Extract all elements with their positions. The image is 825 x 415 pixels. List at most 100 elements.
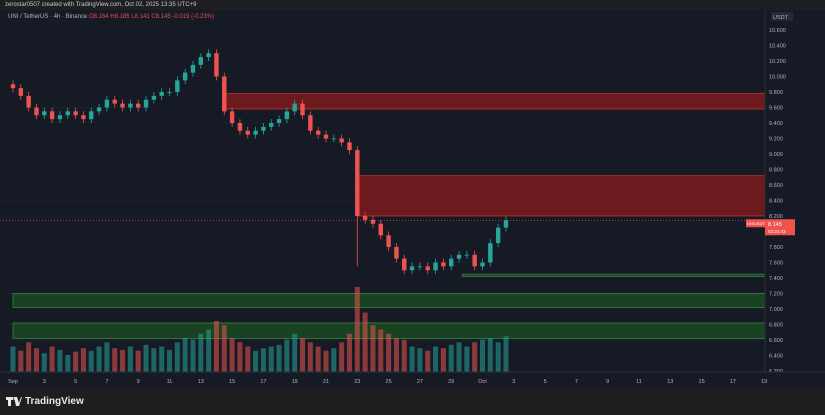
candle-body	[300, 103, 305, 116]
volume-bar	[346, 333, 352, 372]
candle-body	[456, 254, 462, 259]
volume-bar	[300, 338, 306, 372]
price-tick: 9.800	[769, 90, 783, 96]
volume-bar	[104, 342, 110, 372]
volume-bar	[260, 348, 266, 372]
price-tick: 9.400	[769, 121, 783, 127]
volume-bar	[57, 349, 63, 372]
price-axis[interactable]	[765, 10, 825, 388]
volume-bar	[159, 346, 165, 372]
ohlc-low: L8.141	[131, 14, 150, 20]
candle-body	[409, 266, 415, 271]
candle-body	[136, 103, 141, 108]
volume-bar	[425, 350, 431, 372]
time-tick: Oct	[478, 379, 487, 385]
supply-zone	[223, 93, 766, 110]
time-tick: 19	[761, 379, 767, 385]
demand-zone	[461, 273, 766, 277]
price-chart[interactable]: USDT 10.600 10.400 10.200 10.000 9.800 9.600 9.…	[0, 10, 825, 388]
candle-body	[96, 107, 102, 112]
candle-body	[464, 254, 470, 256]
candle-body	[315, 130, 321, 135]
candle-body	[42, 111, 47, 116]
chart-credit: zerostar0507 created with TradingView.co…	[0, 0, 825, 10]
time-tick: 5	[544, 379, 547, 385]
footer	[0, 388, 825, 415]
candle-body	[433, 262, 438, 271]
volume-bar	[456, 342, 462, 372]
volume-bar	[206, 329, 212, 372]
volume-bar	[143, 344, 149, 372]
last-price-value: 8.145	[768, 222, 782, 228]
candle-body	[89, 111, 94, 120]
candle-body	[81, 115, 86, 120]
candle-body	[26, 95, 31, 108]
time-tick: 3	[43, 379, 46, 385]
volume-bar	[401, 339, 407, 372]
volume-bar	[182, 338, 188, 372]
candle-body	[175, 80, 180, 92]
candle-body	[198, 57, 203, 65]
volume-bar	[65, 355, 71, 372]
volume-bar	[26, 342, 32, 372]
candle-body	[331, 138, 337, 140]
price-tick: 8.400	[769, 199, 783, 205]
candle-body	[245, 130, 250, 135]
last-price-badge	[765, 219, 795, 236]
demand-zone	[12, 293, 766, 308]
candle-body	[308, 115, 313, 131]
candle-body	[472, 254, 477, 267]
chart-area[interactable]: USDT 10.600 10.400 10.200 10.000 9.800 9.600 9.…	[0, 10, 825, 388]
candle-body	[284, 111, 290, 120]
candle-body	[190, 64, 196, 73]
price-tick: 10.600	[769, 28, 786, 34]
supply-zone	[356, 175, 766, 217]
price-tick: 9.600	[769, 106, 783, 112]
tradingview-logo[interactable]: TradingView	[6, 396, 84, 407]
time-tick: 7	[575, 379, 578, 385]
time-tick: 9	[137, 379, 140, 385]
candle-body	[253, 130, 258, 135]
candle-body	[237, 123, 243, 131]
price-tick: 7.000	[769, 307, 783, 313]
volume-bar	[80, 348, 86, 372]
volume-bar	[167, 349, 172, 372]
volume-bar	[73, 351, 79, 372]
time-tick: Sep	[8, 379, 18, 385]
volume-bar	[487, 338, 493, 372]
time-tick: 11	[636, 379, 642, 385]
time-axis[interactable]	[0, 372, 825, 388]
volume-bar	[472, 342, 478, 372]
price-tick: 9.000	[769, 152, 783, 158]
candle-body	[128, 103, 133, 108]
candle-body	[370, 219, 376, 224]
volume-bar	[331, 348, 337, 372]
ohlc-close: C8.145	[151, 14, 171, 20]
volume-bar	[190, 339, 196, 372]
volume-bar	[112, 348, 118, 372]
time-tick: 23	[354, 379, 360, 385]
symbol-info: UNI / TetherUS · 4h · Binance	[8, 14, 88, 20]
candle-body	[323, 134, 329, 139]
volume-bar	[268, 346, 274, 372]
price-tick: 8.600	[769, 183, 783, 189]
candle-body	[261, 126, 266, 131]
volume-bar	[362, 312, 368, 372]
candle-body	[394, 247, 399, 259]
candle-body	[347, 142, 352, 151]
candle-body	[441, 262, 446, 267]
candle-body	[449, 258, 454, 267]
candle-body	[229, 111, 235, 123]
time-tick: 19	[292, 379, 298, 385]
candle-body	[167, 92, 172, 93]
volume-bar	[120, 349, 126, 372]
volume-bar	[198, 333, 204, 372]
volume-bar	[417, 348, 423, 372]
candle-body	[402, 258, 407, 271]
ohlc-high: H8.185	[110, 14, 130, 20]
time-tick: 13	[198, 379, 204, 385]
symbol-price-label: UNIUSDT	[747, 221, 765, 226]
volume-bar	[213, 321, 219, 372]
time-tick: 5	[74, 379, 77, 385]
candle-body	[57, 115, 63, 120]
